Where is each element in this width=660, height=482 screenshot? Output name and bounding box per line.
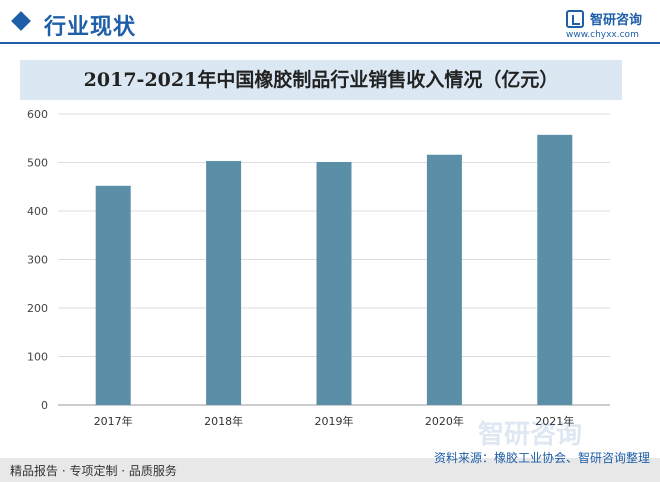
y-tick-label: 200 [27, 302, 48, 315]
y-tick-label: 500 [27, 157, 48, 170]
source-note: 资料来源：橡胶工业协会、智研咨询整理 [433, 451, 650, 465]
bar [537, 134, 573, 406]
y-tick-label: 300 [27, 254, 48, 267]
header: 行业现状 智研咨询 www.chyxx.com [0, 0, 660, 46]
x-tick-label: 2019年 [315, 414, 354, 428]
bar [206, 161, 242, 405]
footer: 精品报告 · 专项定制 · 品质服务 [0, 458, 660, 482]
logo-icon [566, 10, 584, 28]
x-tick-label: 2017年 [94, 414, 133, 428]
bar [95, 185, 131, 405]
footer-tagline: 精品报告 · 专项定制 · 品质服务 [10, 464, 177, 478]
x-tick-label: 2018年 [204, 414, 243, 428]
logo-url: www.chyxx.com [566, 30, 639, 40]
x-tick-label: 2020年 [425, 414, 464, 428]
brand-logo: 智研咨询 www.chyxx.com [566, 8, 656, 40]
bar [316, 162, 352, 405]
y-tick-label: 600 [27, 108, 48, 121]
y-tick-label: 0 [41, 399, 48, 412]
diamond-bullet-icon [11, 11, 31, 31]
chart-title-band: 2017-2021年中国橡胶制品行业销售收入情况（亿元） [20, 60, 622, 100]
header-divider [0, 42, 660, 44]
watermark: 智研咨询 [478, 420, 583, 450]
bar-chart: 0 100 200 300 400 500 600 2017年 2018年 2019年 2020年 2… [27, 108, 610, 428]
y-tick-label: 100 [27, 351, 48, 364]
section-title: 行业现状 [44, 15, 137, 40]
x-tick-label: 2021年 [535, 414, 574, 428]
bar [426, 154, 462, 405]
y-tick-label: 400 [27, 205, 48, 218]
chart-title: 2017-2021年中国橡胶制品行业销售收入情况（亿元） [83, 69, 559, 91]
logo-name: 智研咨询 [590, 13, 643, 28]
